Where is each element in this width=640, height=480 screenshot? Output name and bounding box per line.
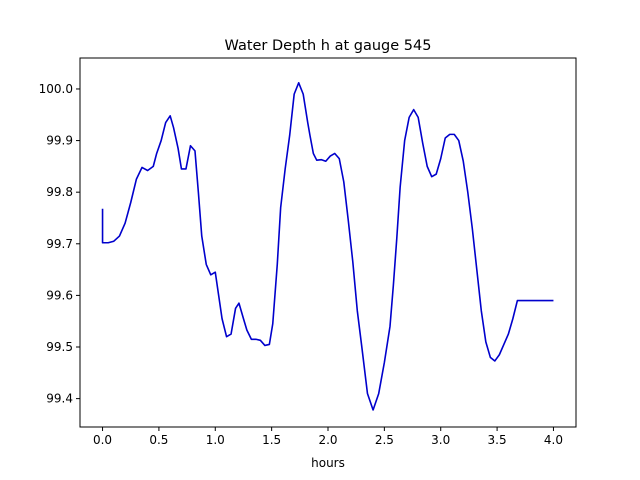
x-axis-label: hours — [311, 456, 345, 470]
y-tick-label: 99.6 — [46, 288, 73, 302]
x-tick-label: 4.0 — [544, 433, 563, 447]
x-tick-label: 1.5 — [262, 433, 281, 447]
y-tick-label: 99.5 — [46, 340, 73, 354]
x-tick-label: 0.0 — [93, 433, 112, 447]
y-tick-label: 99.8 — [46, 185, 73, 199]
x-tick-label: 1.0 — [206, 433, 225, 447]
x-tick-label: 3.0 — [431, 433, 450, 447]
y-tick-label: 99.4 — [46, 392, 73, 406]
y-tick-label: 99.9 — [46, 134, 73, 148]
y-axis: 99.4 99.5 99.6 99.7 99.8 99.9 100.0 — [39, 82, 80, 406]
series-line-0 — [101, 81, 554, 411]
y-tick-label: 99.7 — [46, 237, 73, 251]
y-tick-label: 100.0 — [39, 82, 73, 96]
x-tick-label: 0.5 — [149, 433, 168, 447]
x-tick-label: 2.0 — [318, 433, 337, 447]
x-axis: 0.0 0.5 1.0 1.5 2.0 2.5 3.0 3.5 4.0 — [93, 427, 563, 447]
x-tick-label: 3.5 — [488, 433, 507, 447]
x-tick-label: 2.5 — [375, 433, 394, 447]
chart-title: Water Depth h at gauge 545 — [225, 38, 432, 54]
